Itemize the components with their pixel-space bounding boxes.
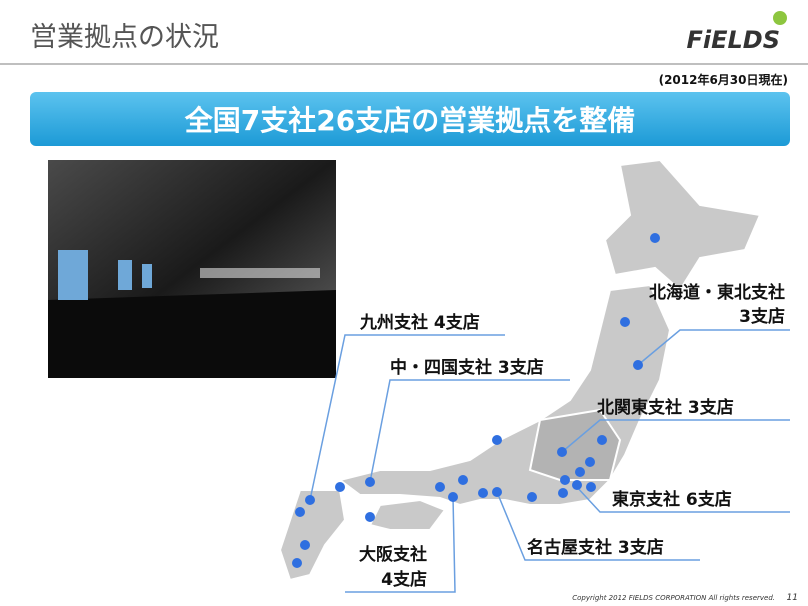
logo-leaf xyxy=(773,11,787,25)
dot xyxy=(458,475,468,485)
dot xyxy=(633,360,643,370)
date-note: (2012年6月30日現在) xyxy=(659,72,788,87)
map-shikoku xyxy=(368,498,447,531)
dot xyxy=(292,558,302,568)
region-label: 大阪支社 xyxy=(359,544,427,565)
region-label: 北海道・東北支社 xyxy=(649,282,785,303)
branch-dots xyxy=(292,233,660,568)
copyright: Copyright 2012 FIELDS CORPORATION All ri… xyxy=(572,594,775,602)
slide-title: 営業拠点の状況 xyxy=(30,22,219,53)
map-kanto xyxy=(528,408,622,481)
logo: FiELDS xyxy=(686,26,780,54)
photo-machine xyxy=(142,264,152,288)
dot xyxy=(335,482,345,492)
photo-machine xyxy=(118,260,132,290)
dot xyxy=(575,467,585,477)
banner xyxy=(30,92,790,146)
region-label: 北関東支社 3支店 xyxy=(597,397,734,418)
dot xyxy=(305,495,315,505)
leader-kitakanto xyxy=(561,419,790,453)
dot xyxy=(572,480,582,490)
dot xyxy=(620,317,630,327)
region-label: 4支店 xyxy=(381,569,427,590)
dot xyxy=(492,487,502,497)
leader-tohoku xyxy=(637,329,790,366)
map-hokkaido xyxy=(603,158,762,292)
map xyxy=(278,158,762,582)
dot xyxy=(586,482,596,492)
leader-osaka xyxy=(345,496,456,593)
dot xyxy=(560,475,570,485)
leader-chugoku xyxy=(369,379,570,483)
dot xyxy=(435,482,445,492)
leader-lines xyxy=(309,329,790,593)
leader-kyushu xyxy=(309,334,505,501)
dot xyxy=(448,492,458,502)
photo-machine xyxy=(58,250,88,300)
region-label: 3支店 xyxy=(739,306,785,327)
photo-floor xyxy=(48,290,336,378)
dot xyxy=(478,488,488,498)
dot xyxy=(300,540,310,550)
dot xyxy=(527,492,537,502)
leader-nagoya xyxy=(496,491,700,561)
dot xyxy=(650,233,660,243)
dot xyxy=(558,488,568,498)
photo-light xyxy=(200,268,320,278)
dot xyxy=(365,512,375,522)
region-label: 九州支社 4支店 xyxy=(359,312,480,333)
dot xyxy=(557,447,567,457)
region-label: 中・四国支社 3支店 xyxy=(390,357,544,378)
dot xyxy=(365,477,375,487)
dot xyxy=(295,507,305,517)
region-label: 東京支社 6支店 xyxy=(612,489,732,510)
banner-text: 全国7支社26支店の営業拠点を整備 xyxy=(184,104,635,137)
dot xyxy=(597,435,607,445)
photo xyxy=(48,160,336,378)
dot xyxy=(585,457,595,467)
leader-tokyo xyxy=(574,484,790,513)
dot xyxy=(492,435,502,445)
page-number: 11 xyxy=(787,593,798,603)
region-label: 名古屋支社 3支店 xyxy=(527,537,664,558)
